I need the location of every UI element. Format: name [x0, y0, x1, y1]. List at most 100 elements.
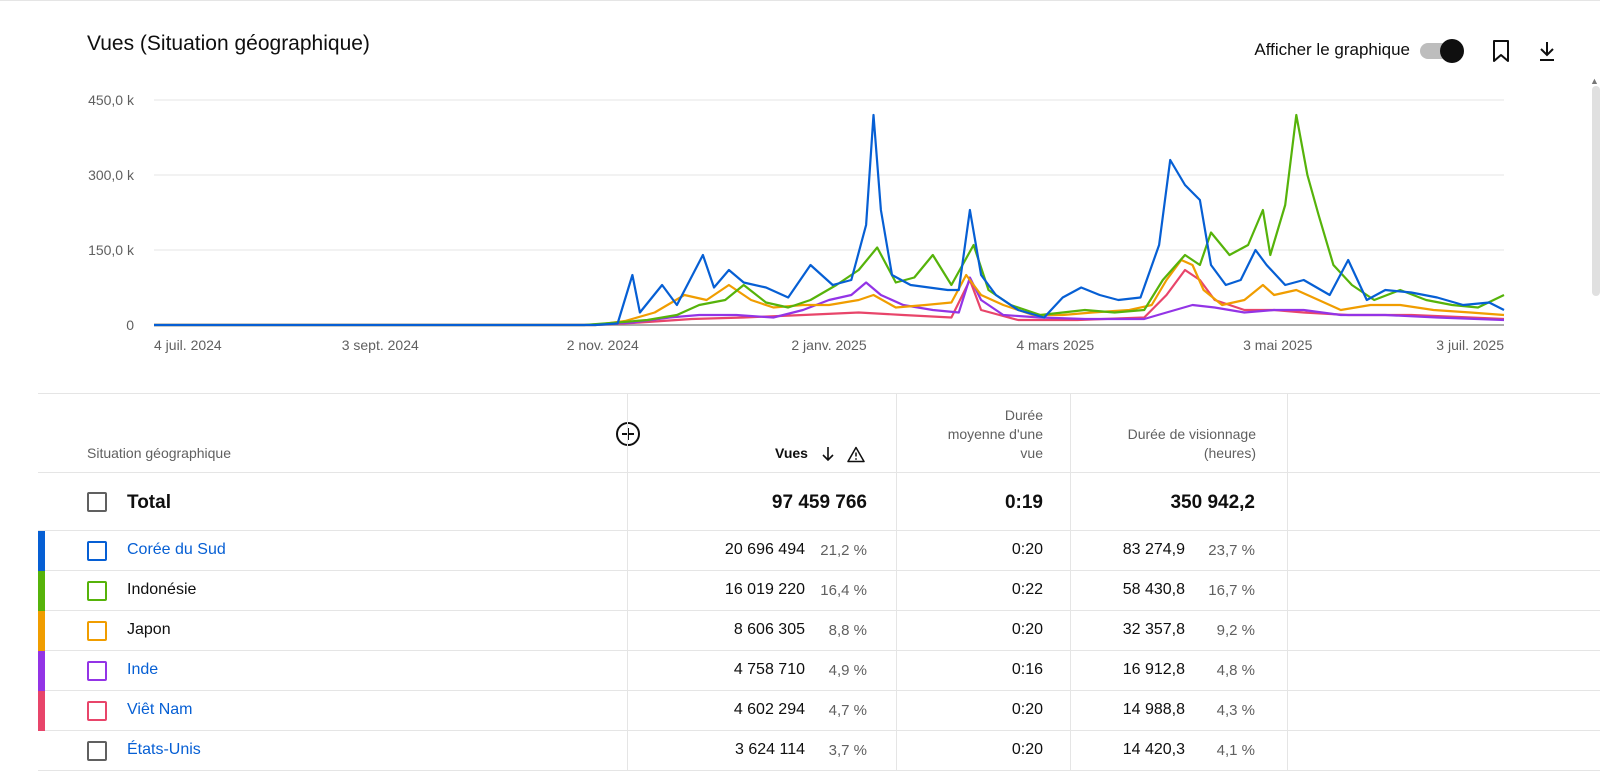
y-tick-label: 0 — [126, 317, 134, 333]
top-divider — [0, 0, 1600, 1]
x-tick-label: 2 nov. 2024 — [567, 337, 639, 353]
scrollbar-thumb[interactable] — [1592, 86, 1600, 296]
row-location-name[interactable]: Corée du Sud — [127, 541, 226, 558]
y-tick-label: 150,0 k — [88, 242, 135, 258]
total-label: Total — [127, 492, 171, 513]
row-watch-time: 83 274,9 — [1122, 541, 1185, 558]
watch-time-line-2: (heures) — [1203, 445, 1256, 461]
table-total-row — [38, 472, 1600, 531]
row-watch-percent: 9,2 % — [1216, 622, 1255, 639]
bookmark-button[interactable] — [1486, 36, 1516, 66]
row-checkbox[interactable] — [87, 581, 107, 601]
row-views: 8 606 305 — [733, 621, 805, 638]
row-checkbox[interactable] — [87, 621, 107, 641]
x-tick-label: 4 mars 2025 — [1016, 337, 1094, 353]
avg-duration-line-3: vue — [1020, 445, 1043, 461]
row-watch-percent: 4,1 % — [1216, 742, 1255, 759]
series-line-4 — [154, 268, 1505, 327]
row-watch-percent: 4,8 % — [1216, 662, 1255, 679]
column-separator — [896, 393, 897, 771]
row-avg-duration: 0:20 — [1011, 621, 1043, 638]
add-circle-icon — [616, 422, 640, 446]
row-views-percent: 8,8 % — [828, 622, 867, 639]
column-separator — [1287, 393, 1288, 771]
row-watch-time: 14 988,8 — [1122, 701, 1185, 718]
series-color-bar — [38, 611, 45, 651]
row-location-name[interactable]: Viêt Nam — [127, 701, 193, 718]
warning-icon — [847, 446, 865, 463]
row-checkbox[interactable] — [87, 661, 107, 681]
y-tick-label: 450,0 k — [88, 92, 135, 108]
add-column-button[interactable] — [615, 421, 641, 447]
series-line-1 — [154, 113, 1505, 327]
series-line-3 — [154, 276, 1505, 327]
row-watch-time: 14 420,3 — [1122, 741, 1185, 758]
row-checkbox[interactable] — [87, 541, 107, 561]
series-color-bar — [38, 691, 45, 731]
row-avg-duration: 0:20 — [1011, 741, 1043, 758]
row-watch-percent: 23,7 % — [1208, 542, 1255, 559]
total-avg-duration: 0:19 — [1004, 492, 1043, 513]
avg-duration-line-2: moyenne d'une — [947, 426, 1043, 442]
column-header-location[interactable]: Situation géographique — [87, 445, 232, 461]
arrow-down-icon — [822, 447, 834, 462]
table-row[interactable] — [38, 611, 1600, 651]
series-color-bar — [38, 731, 45, 771]
row-views-percent: 4,9 % — [828, 662, 867, 679]
row-checkbox[interactable] — [87, 741, 107, 761]
row-checkbox[interactable] — [87, 701, 107, 721]
toggle-knob — [1440, 39, 1464, 63]
row-location-name: Japon — [127, 621, 171, 638]
row-watch-time: 16 912,8 — [1122, 661, 1185, 678]
row-views-percent: 21,2 % — [820, 542, 867, 559]
x-tick-label: 2 janv. 2025 — [791, 337, 866, 353]
row-avg-duration: 0:16 — [1011, 661, 1043, 678]
row-location-name[interactable]: Inde — [127, 661, 159, 678]
row-avg-duration: 0:20 — [1011, 541, 1043, 558]
y-tick-label: 300,0 k — [88, 167, 135, 183]
series-line-0 — [154, 113, 1505, 327]
row-views: 16 019 220 — [724, 581, 805, 598]
show-chart-toggle[interactable] — [1420, 39, 1466, 63]
row-views-percent: 3,7 % — [828, 742, 867, 759]
series-color-bar — [38, 651, 45, 691]
row-location-name: Indonésie — [127, 581, 197, 598]
column-separator — [1070, 393, 1071, 771]
row-watch-percent: 16,7 % — [1208, 582, 1255, 599]
table-header-row — [38, 393, 1600, 473]
x-tick-label: 3 juil. 2025 — [1436, 337, 1504, 353]
total-checkbox[interactable] — [87, 492, 107, 512]
table-row[interactable] — [38, 571, 1600, 611]
column-separator — [627, 393, 628, 771]
row-watch-time: 32 357,8 — [1122, 621, 1185, 638]
total-views: 97 459 766 — [771, 492, 867, 513]
row-watch-time: 58 430,8 — [1122, 581, 1185, 598]
sort-button[interactable] — [820, 445, 836, 468]
column-header-views[interactable]: Vues — [775, 445, 808, 461]
watch-time-line-1: Durée de visionnage — [1127, 426, 1256, 442]
row-location-name[interactable]: États-Unis — [127, 741, 201, 758]
column-header-watch-time[interactable]: Durée de visionnage (heures) — [1076, 425, 1256, 463]
table-row[interactable] — [38, 651, 1600, 691]
column-header-avg-duration[interactable]: Durée moyenne d'une vue — [921, 406, 1043, 463]
table-row[interactable] — [38, 691, 1600, 731]
warning-button[interactable] — [847, 446, 865, 468]
views-line-chart: 450,0 k 300,0 k 150,0 k 0 4 juil. 2024 3 sept… — [88, 92, 1505, 353]
download-icon — [1540, 42, 1554, 61]
x-tick-label: 4 juil. 2024 — [154, 337, 222, 353]
show-chart-label: Afficher le graphique — [1254, 40, 1410, 59]
scroll-up-icon[interactable]: ▲ — [1590, 76, 1599, 86]
bookmark-icon — [1493, 40, 1509, 62]
series-line-2 — [154, 258, 1505, 327]
total-watch-time: 350 942,2 — [1170, 492, 1255, 513]
download-button[interactable] — [1532, 36, 1562, 66]
row-views: 4 602 294 — [733, 701, 805, 718]
table-row[interactable] — [38, 531, 1600, 571]
x-tick-label: 3 sept. 2024 — [342, 337, 419, 353]
avg-duration-line-1: Durée — [1004, 407, 1043, 423]
row-views-percent: 4,7 % — [828, 702, 867, 719]
row-views: 3 624 114 — [735, 741, 805, 758]
row-watch-percent: 4,3 % — [1216, 702, 1255, 719]
row-views-percent: 16,4 % — [820, 582, 867, 599]
x-tick-label: 3 mai 2025 — [1243, 337, 1312, 353]
